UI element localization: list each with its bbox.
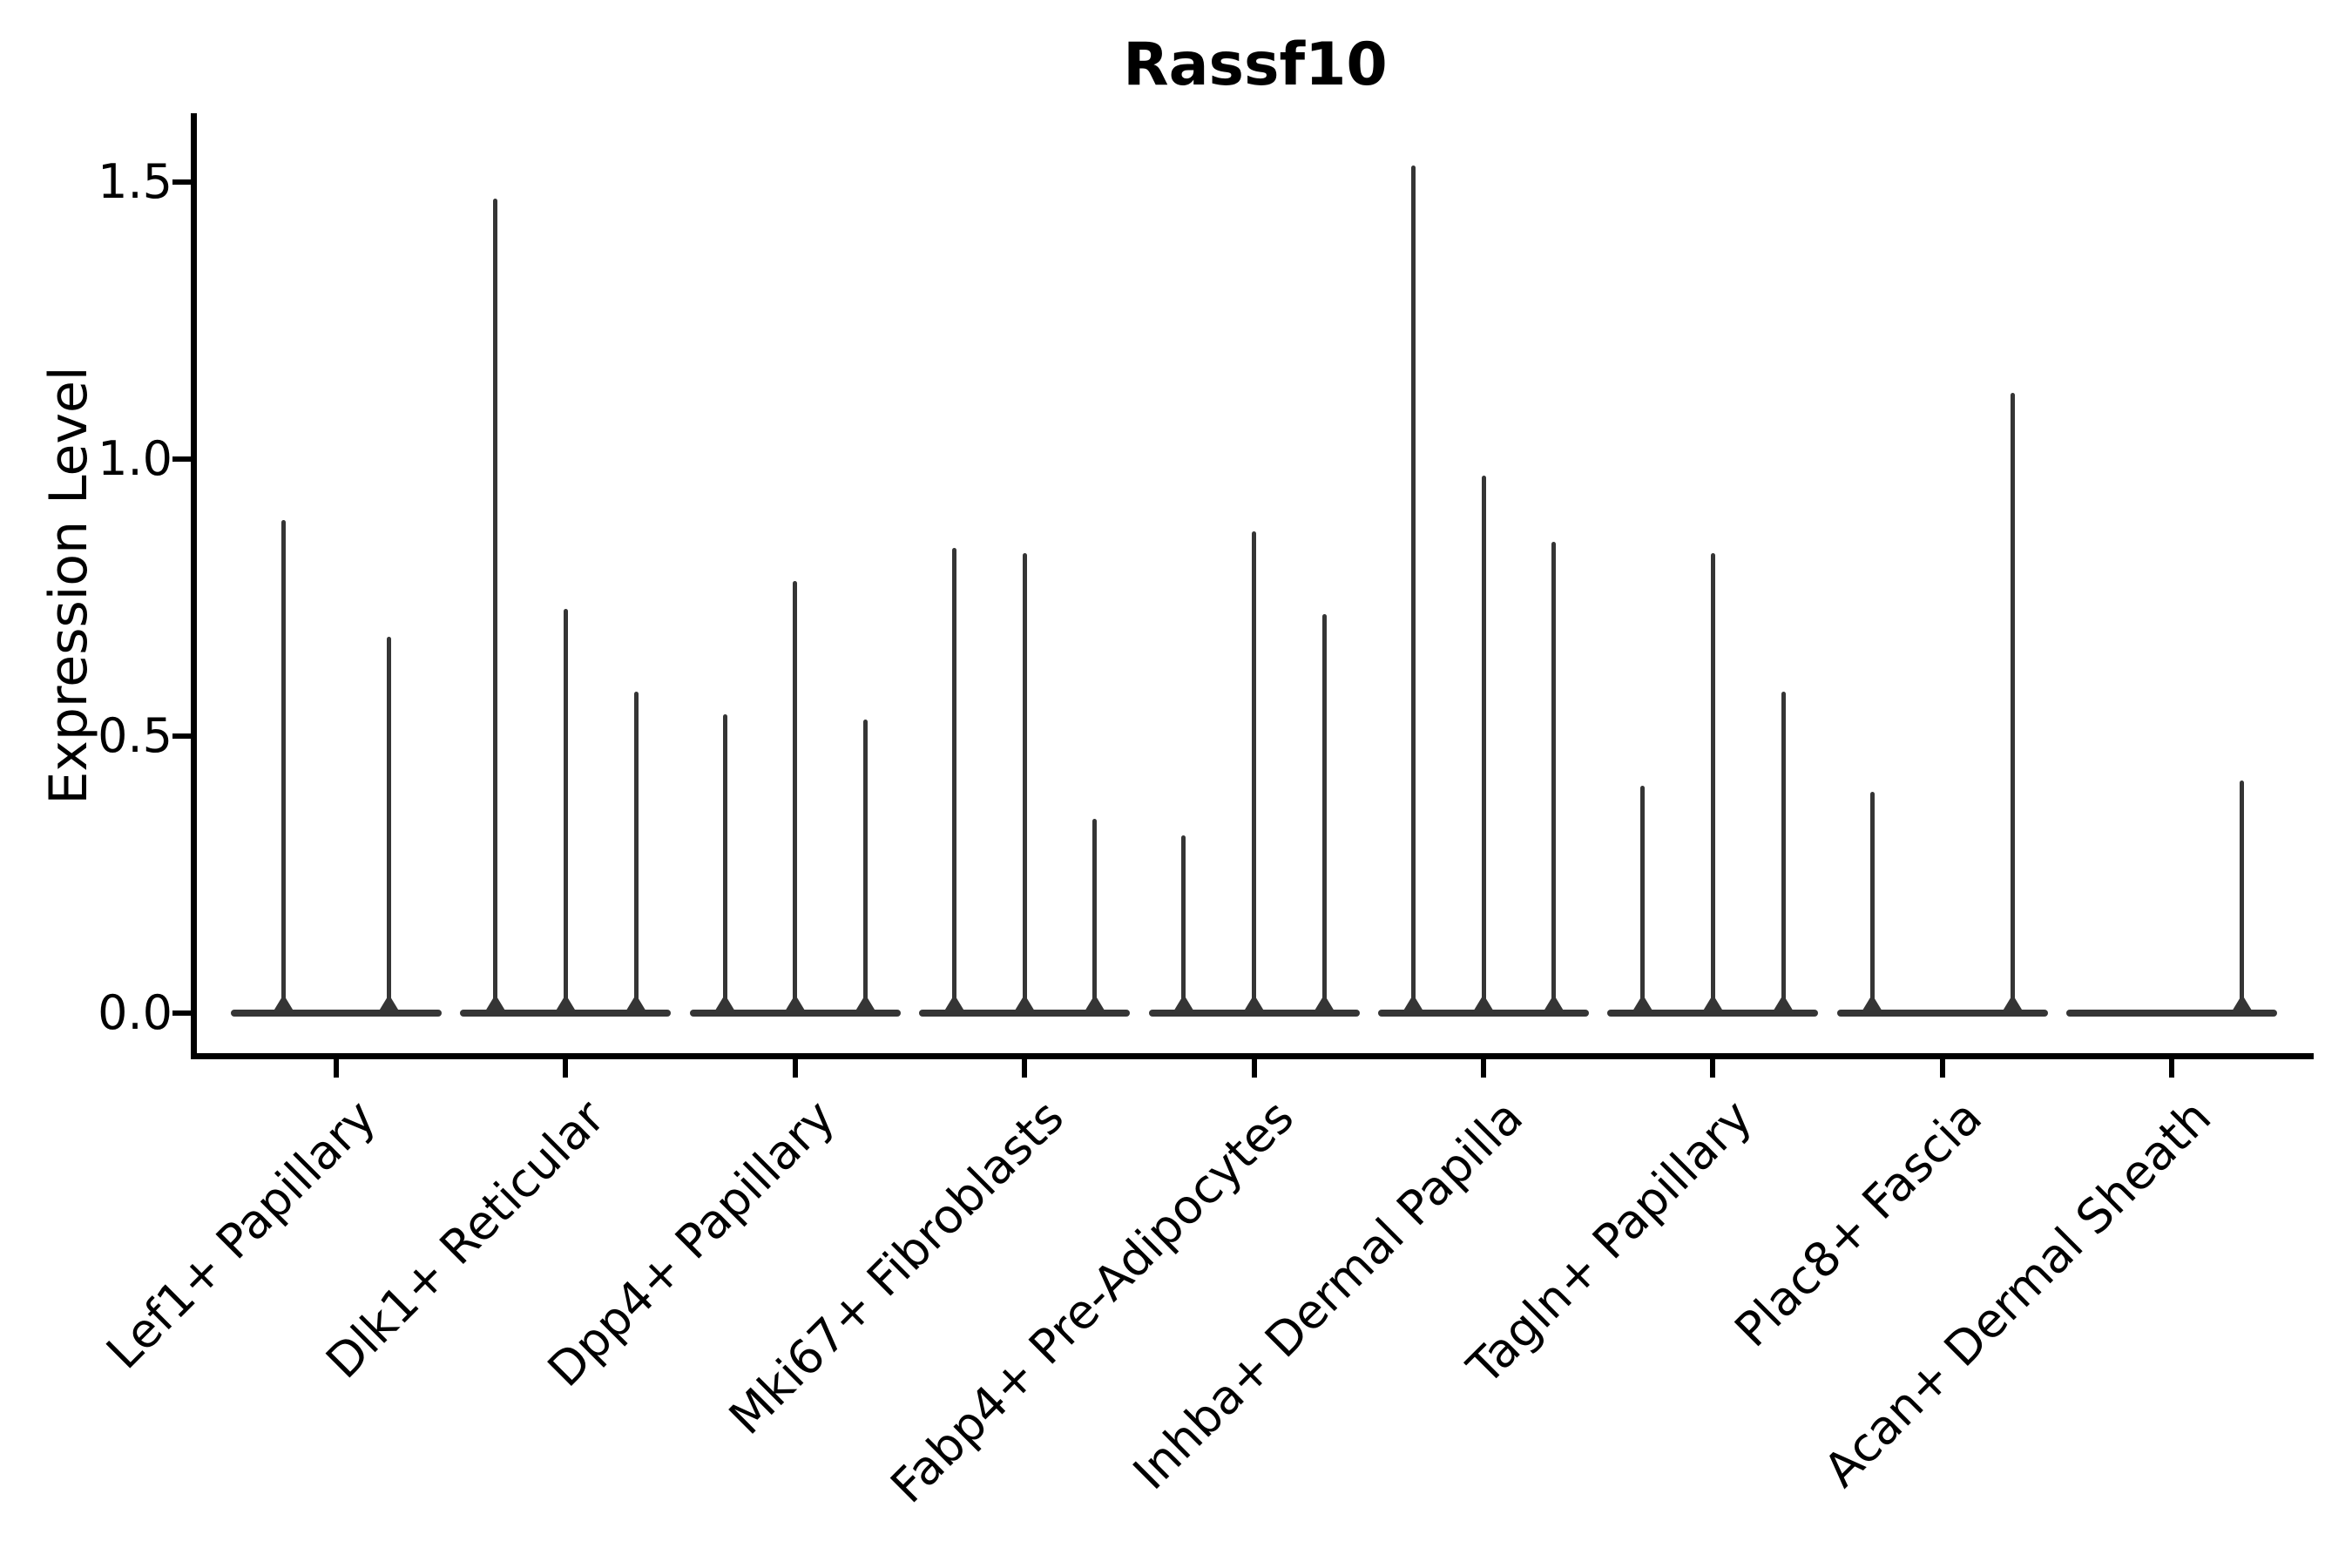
x-axis-spine (191, 1052, 2314, 1059)
x-tick-mark (563, 1058, 569, 1078)
violin-spike (281, 519, 286, 1013)
violin-spike (633, 692, 639, 1013)
violin-spike (1252, 531, 1257, 1013)
x-tick-mark (1939, 1058, 1945, 1078)
violin-spike (1481, 476, 1486, 1013)
y-tick-label: 0.5 (98, 708, 172, 763)
violin-spike (1640, 786, 1646, 1013)
violin-spike (1092, 819, 1098, 1013)
y-tick-mark (172, 733, 191, 739)
y-tick-mark (172, 179, 191, 185)
y-tick-label: 1.5 (98, 154, 172, 209)
x-tick-label: Inhba+ Dermal Papilla (1122, 1089, 1534, 1501)
violin-spike (862, 719, 868, 1013)
x-tick-mark (334, 1058, 339, 1078)
violin-spike (493, 199, 498, 1013)
violin-spike (1321, 614, 1327, 1013)
y-tick-mark (172, 456, 191, 462)
x-tick-mark (792, 1058, 798, 1078)
violin-baseline (689, 1010, 901, 1017)
violin-spike (2010, 392, 2015, 1013)
x-tick-mark (2169, 1058, 2175, 1078)
violin-spike (1869, 791, 1875, 1013)
x-tick-mark (1251, 1058, 1257, 1078)
violin-spike (387, 636, 391, 1013)
violin-spike (952, 547, 957, 1013)
x-tick-mark (1481, 1058, 1486, 1078)
violin-spike (1410, 165, 1416, 1013)
y-tick-mark (172, 1010, 191, 1016)
violin-spike (2240, 780, 2245, 1013)
violin-baseline (919, 1010, 1131, 1017)
violin-spike (722, 713, 727, 1013)
y-tick-label: 1.0 (98, 431, 172, 486)
violin-spike (563, 608, 568, 1013)
x-tick-mark (1022, 1058, 1028, 1078)
y-axis-spine (191, 113, 197, 1059)
x-tick-mark (1710, 1058, 1716, 1078)
violin-baseline (2066, 1010, 2278, 1017)
violin-spike (1181, 835, 1186, 1013)
violin-spike (1022, 553, 1027, 1013)
violin-spike (793, 580, 798, 1013)
violin-baseline (1836, 1010, 2048, 1017)
violin-baseline (1607, 1010, 1819, 1017)
x-tick-label: Plac8+ Fascia (1724, 1089, 1992, 1358)
x-tick-label: Fabp4+ Pre-Adipocytes (879, 1089, 1304, 1514)
violin-baseline (460, 1010, 672, 1017)
x-tick-label: Acan+ Dermal Sheath (1813, 1089, 2222, 1498)
plot-title: Rassf10 (1123, 30, 1388, 99)
violin-baseline (1148, 1010, 1360, 1017)
y-tick-label: 0.0 (98, 985, 172, 1040)
violin-baseline (1378, 1010, 1589, 1017)
violin-baseline (231, 1010, 442, 1017)
violin-spike (1551, 542, 1557, 1013)
violin-spike (1781, 692, 1786, 1013)
violin-spike (1710, 553, 1715, 1013)
